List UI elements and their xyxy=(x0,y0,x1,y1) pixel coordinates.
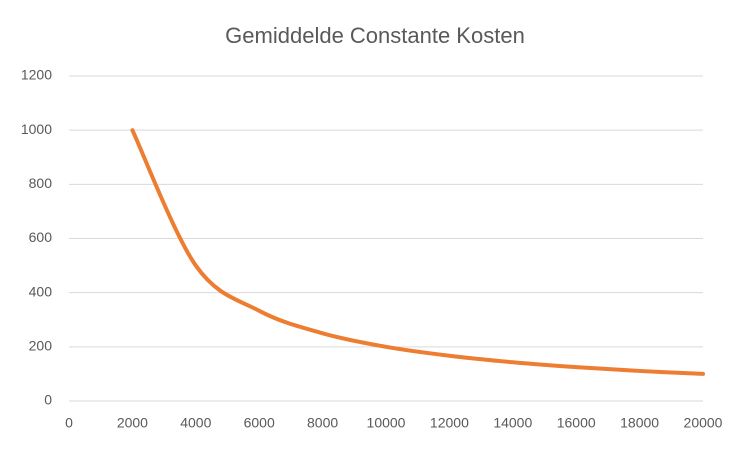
y-tick-label: 800 xyxy=(29,175,53,191)
x-tick-label: 18000 xyxy=(620,415,659,431)
y-tick-label: 1000 xyxy=(21,121,52,137)
y-tick-label: 0 xyxy=(44,392,52,408)
chart-title: Gemiddelde Constante Kosten xyxy=(225,23,525,48)
y-tick-label: 600 xyxy=(29,229,53,245)
x-tick-label: 0 xyxy=(65,415,73,431)
y-tick-label: 1200 xyxy=(21,67,52,83)
x-tick-label: 20000 xyxy=(684,415,723,431)
x-tick-label: 16000 xyxy=(557,415,596,431)
data-line xyxy=(130,128,705,376)
x-tick-label: 8000 xyxy=(307,415,338,431)
y-tick-label: 400 xyxy=(29,283,53,299)
x-tick-label: 6000 xyxy=(244,415,275,431)
x-tick-label: 10000 xyxy=(367,415,406,431)
x-tick-label: 4000 xyxy=(180,415,211,431)
x-tick-label: 14000 xyxy=(493,415,532,431)
x-tick-label: 12000 xyxy=(430,415,469,431)
x-tick-label: 2000 xyxy=(117,415,148,431)
y-tick-label: 200 xyxy=(29,338,53,354)
